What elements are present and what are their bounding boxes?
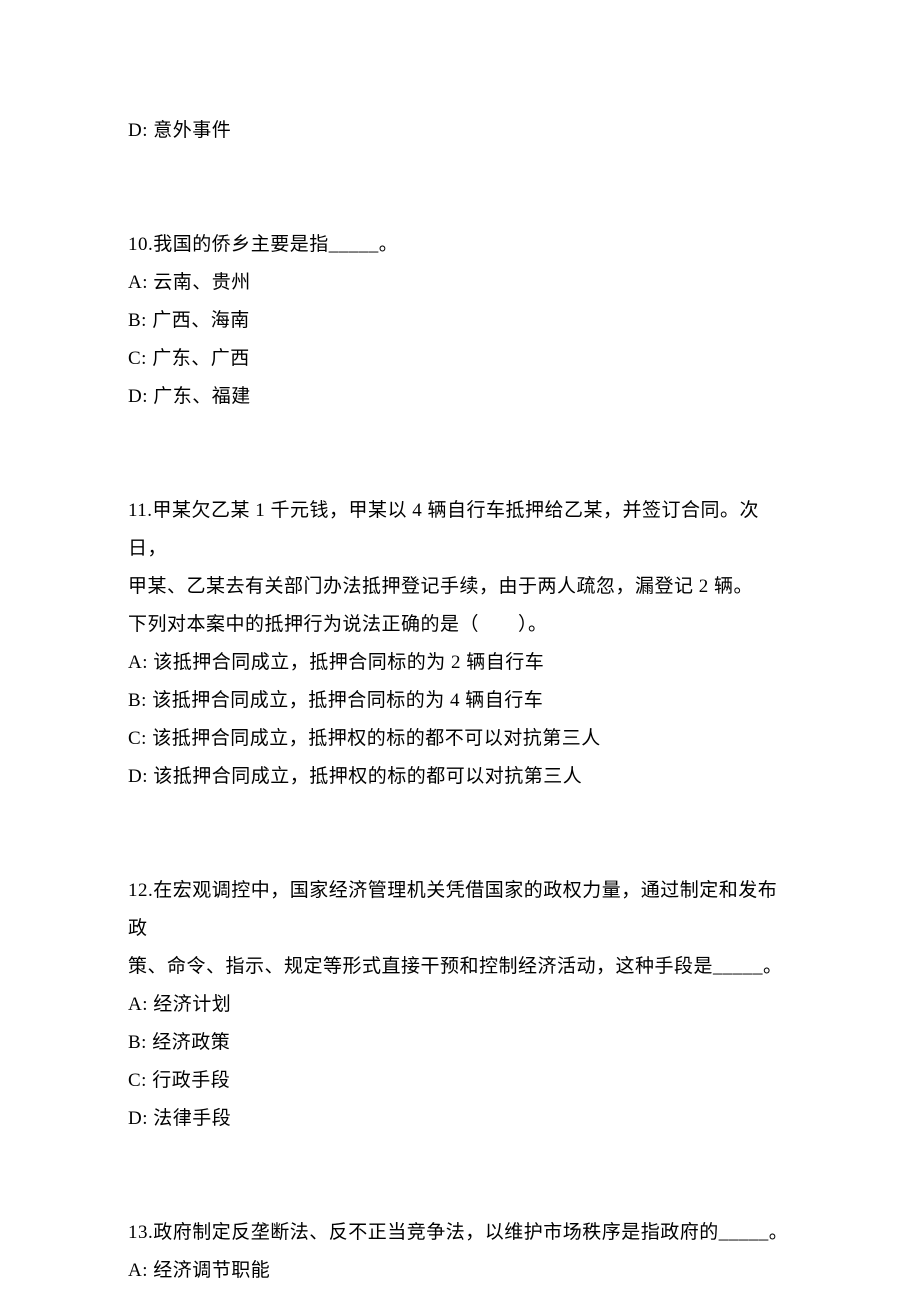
question-stem-line-2: 甲某、乙某去有关部门办法抵押登记手续，由于两人疏忽，漏登记 2 辆。 xyxy=(128,568,792,606)
question-stem-line-1: 12.在宏观调控中，国家经济管理机关凭借国家的政权力量，通过制定和发布政 xyxy=(128,872,792,948)
question-10: 10.我国的侨乡主要是指_____。 A: 云南、贵州 B: 广西、海南 C: … xyxy=(128,226,792,416)
question-9-remainder: D: 意外事件 xyxy=(128,112,792,150)
option-d: D: 意外事件 xyxy=(128,112,792,150)
option-d: D: 该抵押合同成立，抵押权的标的都可以对抗第三人 xyxy=(128,758,792,796)
question-stem: 13.政府制定反垄断法、反不正当竞争法，以维护市场秩序是指政府的_____。 xyxy=(128,1214,792,1252)
option-c: C: 该抵押合同成立，抵押权的标的都不可以对抗第三人 xyxy=(128,720,792,758)
option-b: B: 广西、海南 xyxy=(128,302,792,340)
question-12: 12.在宏观调控中，国家经济管理机关凭借国家的政权力量，通过制定和发布政 策、命… xyxy=(128,872,792,1138)
option-b: B: 经济政策 xyxy=(128,1024,792,1062)
option-a: A: 经济调节职能 xyxy=(128,1252,792,1290)
question-stem-line-1: 11.甲某欠乙某 1 千元钱，甲某以 4 辆自行车抵押给乙某，并签订合同。次日， xyxy=(128,492,792,568)
question-stem-line-2: 策、命令、指示、规定等形式直接干预和控制经济活动，这种手段是_____。 xyxy=(128,948,792,986)
option-b: B: 该抵押合同成立，抵押合同标的为 4 辆自行车 xyxy=(128,682,792,720)
question-stem-line-3: 下列对本案中的抵押行为说法正确的是（ ）。 xyxy=(128,606,792,644)
question-stem: 10.我国的侨乡主要是指_____。 xyxy=(128,226,792,264)
question-13: 13.政府制定反垄断法、反不正当竞争法，以维护市场秩序是指政府的_____。 A… xyxy=(128,1214,792,1290)
option-a: A: 云南、贵州 xyxy=(128,264,792,302)
option-a: A: 该抵押合同成立，抵押合同标的为 2 辆自行车 xyxy=(128,644,792,682)
question-11: 11.甲某欠乙某 1 千元钱，甲某以 4 辆自行车抵押给乙某，并签订合同。次日，… xyxy=(128,492,792,796)
option-d: D: 法律手段 xyxy=(128,1100,792,1138)
option-a: A: 经济计划 xyxy=(128,986,792,1024)
option-c: C: 广东、广西 xyxy=(128,340,792,378)
option-c: C: 行政手段 xyxy=(128,1062,792,1100)
option-d: D: 广东、福建 xyxy=(128,378,792,416)
